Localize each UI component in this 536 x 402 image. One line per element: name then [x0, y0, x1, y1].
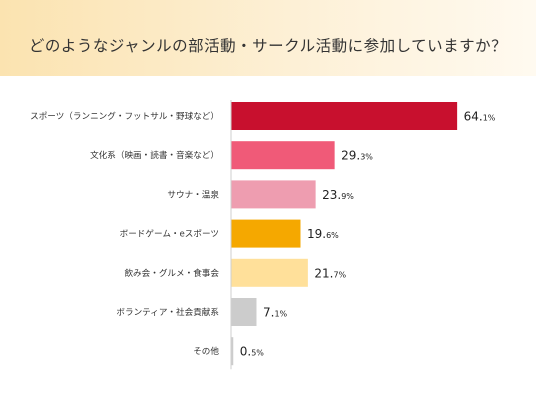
category-label: その他 [193, 345, 219, 357]
bar [231, 219, 301, 248]
category-label: スポーツ（ランニング・フットサル・野球など） [30, 110, 219, 122]
value-label: 21.7% [314, 266, 346, 280]
value-label: 64.1% [464, 110, 496, 124]
bar [231, 298, 257, 326]
bar [231, 337, 234, 366]
bar [231, 102, 458, 130]
value-label: 0.5% [240, 345, 265, 359]
category-label: 飲み会・グルメ・食事会 [124, 267, 219, 279]
bar [231, 258, 308, 287]
title-banner: どのようなジャンルの部活動・サークル活動に参加していますか？ [0, 0, 536, 76]
value-label: 19.6% [307, 227, 339, 241]
value-label: 23.9% [322, 188, 354, 202]
value-label: 7.1% [263, 306, 288, 320]
category-label: ボードゲーム・eスポーツ [120, 228, 219, 240]
category-label: ボランティア・社会貢献系 [116, 306, 219, 318]
value-label: 29.3% [341, 149, 373, 163]
bar [231, 180, 316, 209]
category-label: サウナ・温泉 [167, 188, 219, 200]
chart-title: どのようなジャンルの部活動・サークル活動に参加していますか？ [28, 37, 508, 55]
category-label: 文化系（映画・読書・音楽など） [90, 149, 219, 161]
bar [231, 141, 335, 170]
